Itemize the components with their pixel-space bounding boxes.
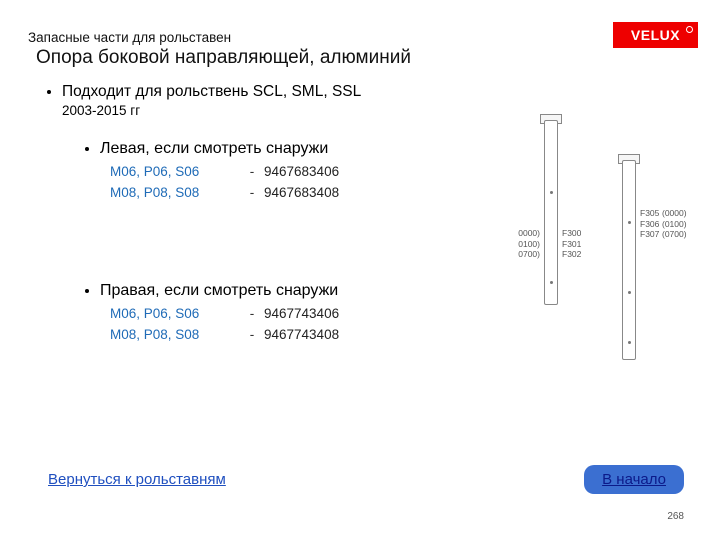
diagram-label: (0100) <box>662 219 687 230</box>
dash: - <box>240 183 264 204</box>
part-number: 9467683406 <box>264 162 339 183</box>
diagram-label: 0000) <box>484 228 540 239</box>
diagram-label: F307 <box>640 229 659 240</box>
size-codes: M06, P06, S06 <box>110 304 240 325</box>
page-number: 268 <box>667 511 684 522</box>
diagram-label: 0100) <box>484 239 540 250</box>
part-number: 9467743406 <box>264 304 339 325</box>
size-codes: M06, P06, S06 <box>110 162 240 183</box>
years-text: 2003-2015 гг <box>62 103 692 118</box>
diagram-labels-a: F300 F301 F302 <box>562 228 581 260</box>
rail-dot <box>628 221 631 224</box>
diagram-labels-b: F305 F306 F307 <box>640 208 659 240</box>
diagram-label: F302 <box>562 249 581 260</box>
rail-right <box>622 160 636 360</box>
size-codes: M08, P08, S08 <box>110 183 240 204</box>
dash: - <box>240 304 264 325</box>
diagram-label: F306 <box>640 219 659 230</box>
rail-dot <box>550 191 553 194</box>
diagram-labels-left: 0000) 0100) 0700) <box>484 228 540 260</box>
dash: - <box>240 325 264 346</box>
brand-logo: VELUX <box>613 22 698 48</box>
diagram-label: (0000) <box>662 208 687 219</box>
brand-logo-text: VELUX <box>631 27 680 43</box>
home-button-label: В начало <box>602 471 666 488</box>
fits-item: Подходит для рольствень SCL, SML, SSL 20… <box>62 83 692 118</box>
diagram-label: F305 <box>640 208 659 219</box>
diagram-labels-b-paren: (0000) (0100) (0700) <box>662 208 687 240</box>
rail-dot <box>550 281 553 284</box>
diagram-label: (0700) <box>662 229 687 240</box>
rail-dot <box>628 341 631 344</box>
part-diagram: 0000) 0100) 0700) F300 F301 F302 F305 F3… <box>472 120 692 410</box>
fits-text: Подходит для рольствень SCL, SML, SSL <box>62 83 361 100</box>
fits-list: Подходит для рольствень SCL, SML, SSL 20… <box>28 83 692 118</box>
rail-dot <box>628 291 631 294</box>
dash: - <box>240 162 264 183</box>
diagram-label: F300 <box>562 228 581 239</box>
size-codes: M08, P08, S08 <box>110 325 240 346</box>
rail-left <box>544 120 558 305</box>
part-number: 9467683408 <box>264 183 339 204</box>
home-button[interactable]: В начало <box>584 465 684 494</box>
back-link[interactable]: Вернуться к рольставням <box>48 471 226 488</box>
diagram-label: F301 <box>562 239 581 250</box>
page-title: Опора боковой направляющей, алюминий <box>36 47 692 69</box>
part-number: 9467743408 <box>264 325 339 346</box>
breadcrumb: Запасные части для рольставен <box>28 30 692 45</box>
diagram-label: 0700) <box>484 249 540 260</box>
